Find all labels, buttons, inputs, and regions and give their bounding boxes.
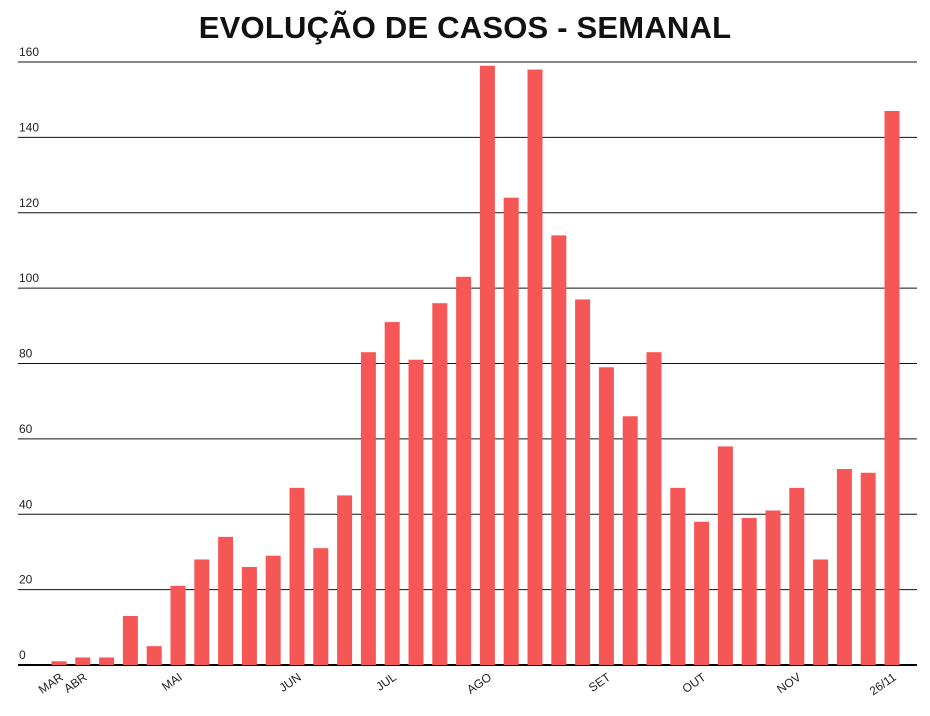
y-tick-label: 160 (19, 45, 39, 59)
bar (99, 657, 115, 665)
bar (694, 521, 710, 665)
x-tick-label: MAI (159, 670, 185, 694)
y-tick-label: 0 (19, 648, 26, 662)
bar (860, 472, 876, 665)
bar (194, 559, 210, 665)
bar (551, 235, 567, 666)
bar (622, 416, 638, 665)
y-tick-label: 40 (19, 497, 33, 511)
bar (218, 536, 234, 665)
x-tick-label: ABR (61, 670, 90, 696)
x-tick-label: OUT (680, 670, 709, 696)
bars (51, 65, 900, 666)
bar (289, 487, 305, 665)
bar (836, 469, 852, 665)
y-tick-label: 20 (19, 573, 33, 587)
bar (717, 446, 733, 665)
bar (360, 352, 376, 665)
y-tick-label: 100 (19, 271, 39, 285)
chart-title: EVOLUÇÃO DE CASOS - SEMANAL (198, 10, 732, 45)
bar (479, 65, 495, 666)
y-tick-label: 140 (19, 120, 39, 134)
bar (765, 510, 781, 665)
bar (51, 661, 67, 665)
bar (432, 303, 448, 665)
bar (337, 495, 353, 665)
bar (146, 646, 162, 665)
bar (241, 567, 257, 665)
y-tick-label: 120 (19, 196, 39, 210)
x-tick-label: SET (586, 670, 614, 695)
bar (456, 276, 472, 665)
bar (598, 367, 614, 665)
bar (789, 487, 805, 665)
bar (122, 616, 138, 665)
bar (170, 585, 186, 665)
bar (670, 487, 686, 665)
bar (75, 657, 91, 665)
bar (884, 110, 900, 665)
bar (313, 548, 329, 665)
x-tick-label: NOV (774, 670, 803, 696)
y-axis-ticks: 0 20 40 60 80 100 120 140 160 (19, 45, 39, 662)
x-tick-label: JUL (373, 670, 399, 694)
bar (527, 69, 543, 666)
bar (503, 197, 519, 666)
bar (646, 352, 662, 665)
bar (741, 518, 757, 665)
x-tick-label: 26/11 (867, 670, 899, 698)
bar (813, 559, 829, 665)
bar (265, 555, 281, 665)
bar (408, 359, 424, 665)
y-tick-label: 80 (19, 347, 33, 361)
x-tick-label: JUN (277, 670, 304, 695)
bar (384, 322, 400, 665)
x-tick-label: AGO (464, 670, 494, 697)
bar (575, 299, 591, 665)
y-tick-label: 60 (19, 422, 33, 436)
